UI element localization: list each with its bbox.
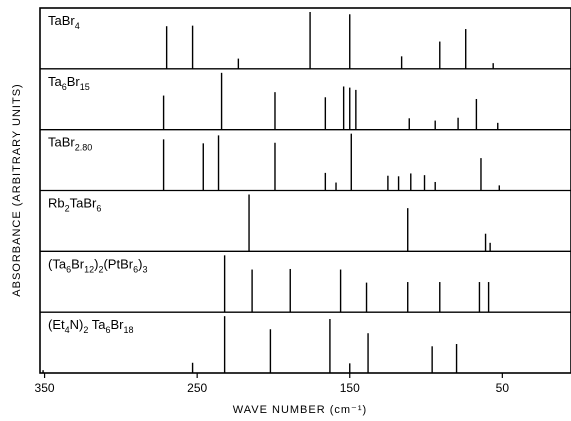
- panel-label-part: 6: [62, 82, 67, 92]
- panel-label-part: ): [138, 256, 142, 271]
- panel-label-part: 2: [65, 204, 70, 214]
- panel-label: TaBr2.80: [48, 135, 92, 153]
- panel-label-part: 2: [98, 264, 103, 274]
- panel-label: Rb2TaBr6: [48, 196, 101, 214]
- spectra-panels: TaBr4Ta6Br15TaBr2.80Rb2TaBr6(Ta6Br12)2(P…: [40, 12, 571, 373]
- panel-label-part: Br: [111, 317, 125, 332]
- panel-1: Ta6Br15: [40, 68, 571, 130]
- panel-label-part: (PtBr: [103, 256, 133, 271]
- panel-label-part: (Et: [48, 317, 65, 332]
- panel-label: (Et4N)2 Ta6Br18: [48, 317, 134, 335]
- panel-label: Ta6Br15: [48, 74, 90, 92]
- panel-label-part: 6: [133, 264, 138, 274]
- y-axis-title: ABSORBANCE (ARBITRARY UNITS): [11, 83, 23, 296]
- x-tick-label: 250: [187, 381, 207, 395]
- panel-label-part: 4: [75, 21, 80, 31]
- panel-label-part: 12: [84, 264, 94, 274]
- panel-0: TaBr4: [48, 12, 494, 69]
- panel-label-part: Ta: [48, 74, 63, 89]
- x-tick-label: 50: [496, 381, 510, 395]
- panel-label-part: Br: [71, 256, 85, 271]
- panel-label-part: 6: [96, 204, 101, 214]
- panel-label-part: TaBr: [48, 13, 75, 28]
- x-axis-title: WAVE NUMBER (cm⁻¹): [233, 404, 367, 416]
- x-tick-label: 150: [340, 381, 360, 395]
- panel-label-part: (Ta: [48, 256, 67, 271]
- panel-label-part: 6: [105, 325, 110, 335]
- x-tick-label: 350: [35, 381, 55, 395]
- panel-label-part: ): [94, 256, 98, 271]
- panel-label-part: 2: [83, 325, 88, 335]
- panel-label-part: Ta: [88, 317, 106, 332]
- panel-label-part: 18: [124, 325, 134, 335]
- panel-label-part: 6: [66, 264, 71, 274]
- panel-label-part: 3: [142, 264, 147, 274]
- panel-label-part: Rb: [48, 196, 65, 211]
- panel-label: TaBr4: [48, 13, 80, 31]
- panel-label-part: TaBr: [70, 196, 97, 211]
- panel-label-part: 4: [65, 325, 70, 335]
- panel-label-part: N): [70, 317, 84, 332]
- panel-label-part: TaBr: [48, 135, 75, 150]
- panel-label-part: 2.80: [75, 143, 93, 153]
- panel-label-part: 15: [80, 82, 90, 92]
- plot-frame: [39, 7, 571, 374]
- panel-label: (Ta6Br12)2(PtBr6)3: [48, 256, 147, 274]
- panel-3: Rb2TaBr6: [40, 189, 571, 252]
- panel-5: (Et4N)2 Ta6Br18: [40, 311, 571, 373]
- panel-4: (Ta6Br12)2(PtBr6)3: [40, 250, 571, 313]
- x-axis-ticks: 350 250 150 50: [35, 373, 510, 395]
- panel-2: TaBr2.80: [40, 129, 571, 191]
- panel-label-part: Br: [67, 74, 81, 89]
